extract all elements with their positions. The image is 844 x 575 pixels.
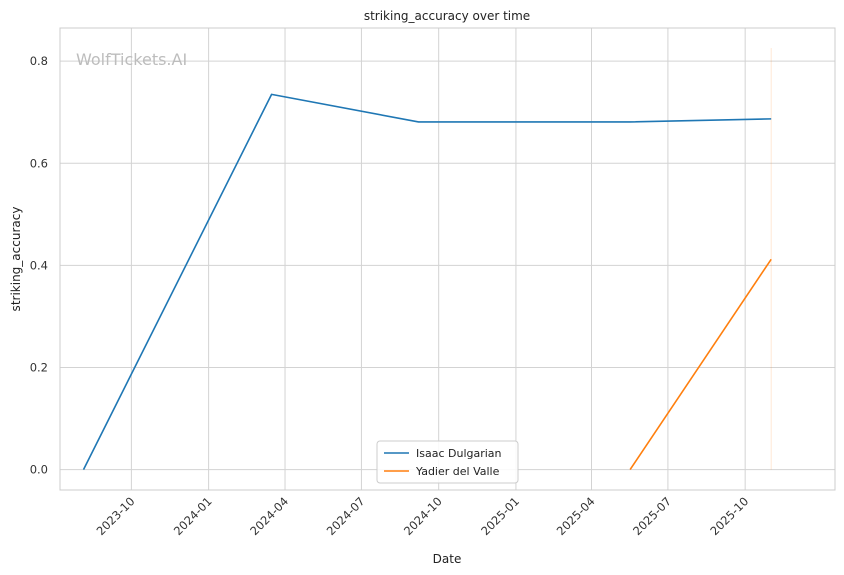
series-line-yadier-del-valle [629, 258, 772, 471]
x-axis-ticks: 2023-10 2024-01 2024-04 2024-07 2024-10 2025-… [94, 494, 752, 538]
y-tick-label: 0.0 [30, 463, 48, 477]
chart-title: striking_accuracy over time [364, 9, 530, 23]
x-tick-label: 2024-01 [171, 494, 215, 538]
x-tick-label: 2023-10 [94, 494, 138, 538]
grid [60, 28, 835, 490]
x-tick-label: 2024-10 [401, 494, 445, 538]
x-tick-label: 2025-10 [707, 494, 751, 538]
y-tick-label: 0.2 [30, 360, 48, 374]
y-tick-label: 0.4 [30, 258, 48, 272]
y-tick-label: 0.6 [30, 156, 48, 170]
y-axis-ticks: 0.0 0.2 0.4 0.6 0.8 [30, 54, 48, 476]
plot-area-frame [59, 27, 836, 491]
series-lines [82, 93, 772, 471]
x-tick-label: 2025-07 [630, 494, 674, 538]
x-tick-label: 2024-04 [247, 494, 291, 538]
y-tick-label: 0.8 [30, 54, 48, 68]
legend-label-isaac-dulgarian: Isaac Dulgarian [416, 447, 502, 460]
legend: Isaac Dulgarian Yadier del Valle [376, 440, 519, 484]
series-line-isaac-dulgarian [82, 93, 772, 470]
watermark-text: WolfTickets.AI [76, 50, 187, 69]
y-axis-label: striking_accuracy [9, 207, 23, 312]
x-tick-label: 2025-04 [554, 494, 598, 538]
x-tick-label: 2025-01 [478, 494, 522, 538]
x-tick-label: 2024-07 [324, 494, 368, 538]
legend-label-yadier-del-valle: Yadier del Valle [415, 465, 500, 478]
legend-box [376, 440, 519, 484]
x-axis-label: Date [433, 552, 462, 566]
